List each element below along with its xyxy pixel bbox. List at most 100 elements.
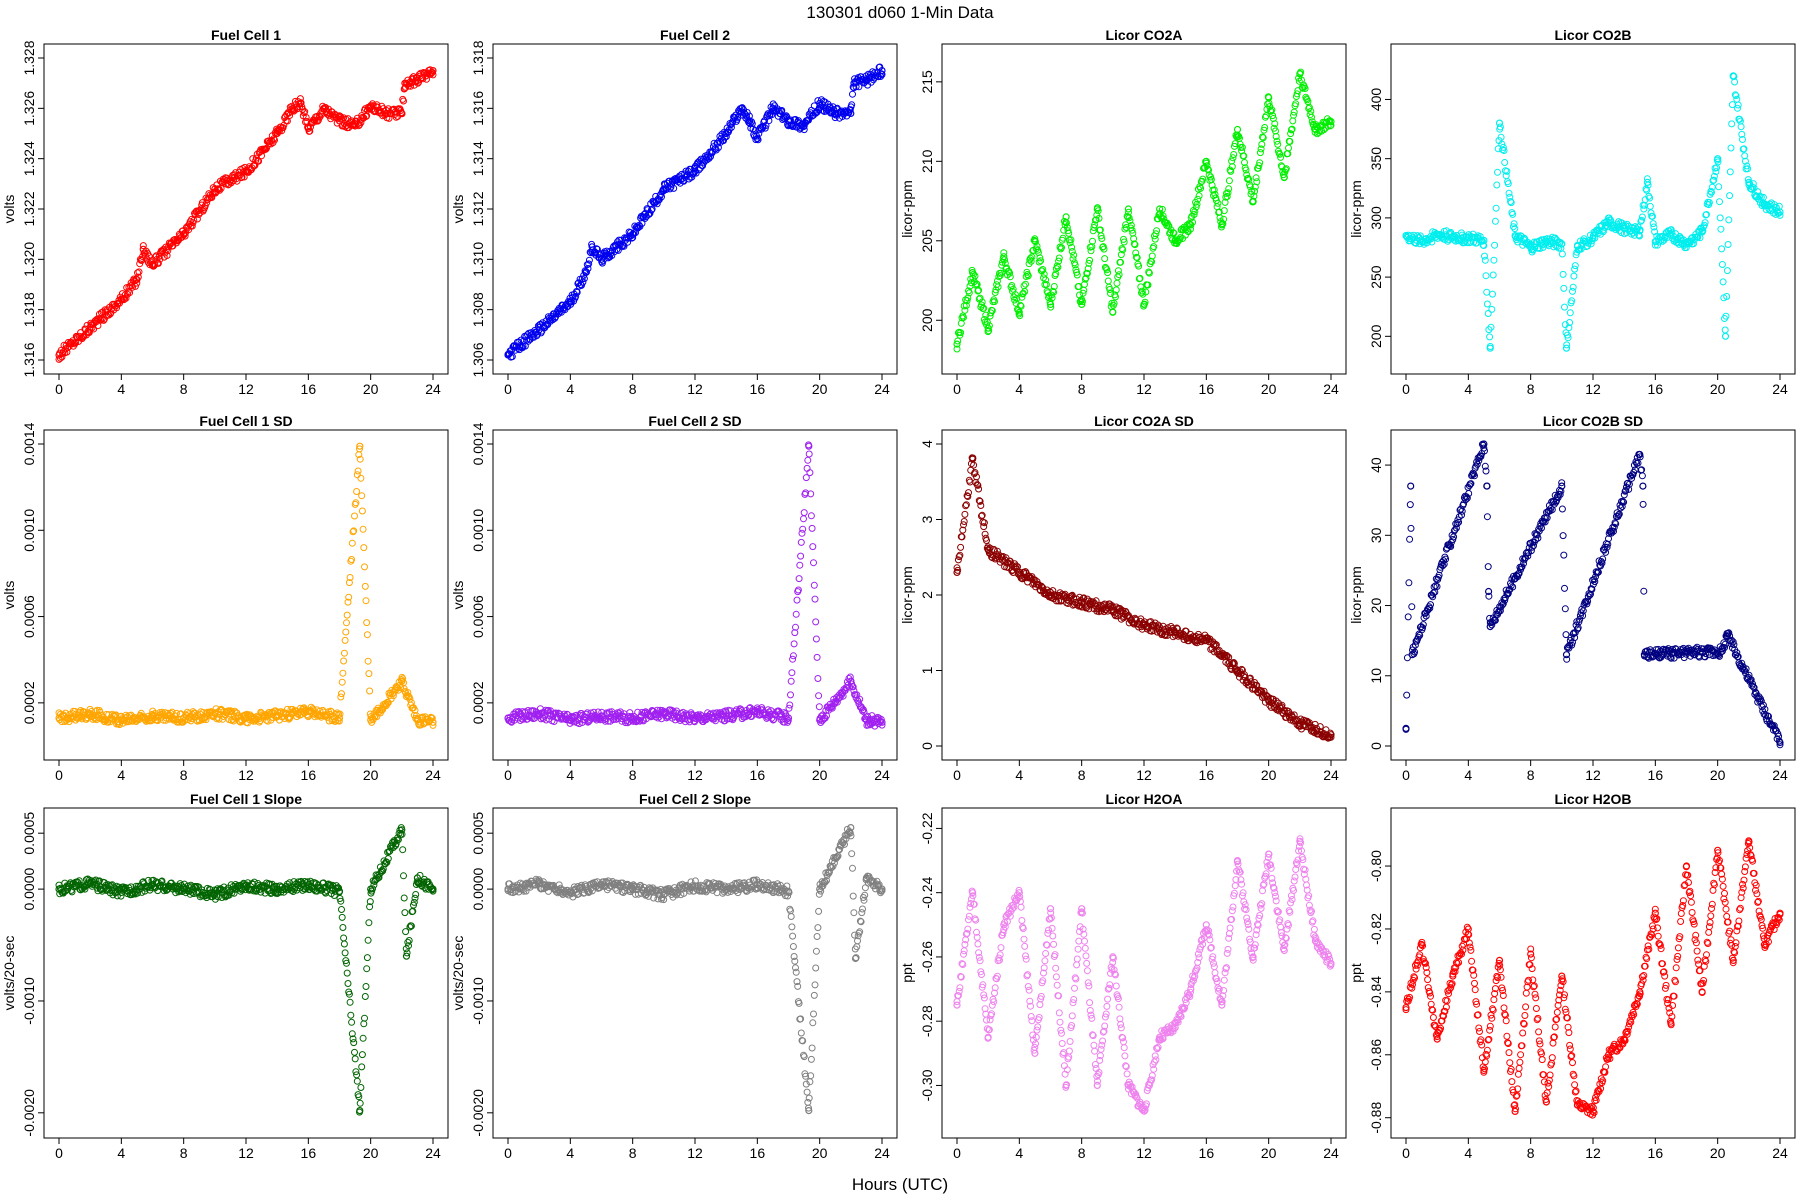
x-tick-label: 20 [1261, 381, 1277, 397]
data-point [1104, 277, 1112, 285]
data-point [1006, 269, 1014, 277]
x-tick-label: 0 [953, 767, 961, 783]
data-point-anchor [847, 109, 855, 118]
data-point [1717, 225, 1725, 233]
data-point [1724, 241, 1732, 248]
data-point [743, 109, 751, 116]
y-tick-label: 0.0005 [21, 812, 37, 855]
y-tick-label: 400 [1368, 88, 1384, 112]
data-point-anchor [862, 77, 871, 85]
data-point [1726, 168, 1734, 176]
x-tick-label: 8 [180, 1145, 188, 1161]
data-point [758, 125, 766, 133]
data-point [768, 111, 776, 119]
data-point [978, 298, 986, 306]
data-point [341, 949, 349, 957]
data-point [1224, 189, 1232, 197]
data-point [877, 70, 885, 78]
data-point [648, 205, 656, 213]
data-point [1193, 200, 1201, 208]
data-point [353, 488, 361, 495]
panel-6: Fuel Cell 2 SD0 4 8 12 16 20 240.00020.00060.0… [450, 413, 898, 783]
data-point [1182, 226, 1190, 234]
data-point [1021, 288, 1029, 295]
data-point [294, 105, 301, 113]
data-point [790, 640, 798, 648]
data-point-anchor [1639, 482, 1647, 490]
data-point [364, 657, 372, 665]
y-tick-label: 1.316 [470, 91, 486, 126]
x-tick-label: 16 [750, 767, 766, 783]
data-point [1481, 256, 1489, 264]
x-tick-label: 20 [1261, 767, 1277, 783]
y-axis-label: volts [1, 581, 17, 610]
data-point [1108, 299, 1116, 307]
x-tick-label: 12 [1585, 767, 1601, 783]
data-point-anchor [139, 245, 147, 253]
data-point [1059, 234, 1067, 242]
data-point [1132, 249, 1140, 257]
data-point-anchor [296, 99, 305, 107]
data-point [1190, 211, 1198, 218]
data-point-anchor [831, 109, 839, 118]
data-point [1136, 274, 1144, 282]
x-tick-label: 12 [1136, 381, 1152, 397]
scatter-points [953, 454, 1335, 742]
data-point [363, 619, 371, 627]
data-point [1011, 291, 1019, 299]
x-tick-label: 24 [1323, 381, 1339, 397]
y-tick-label: 4 [919, 440, 935, 448]
data-point [1101, 255, 1109, 263]
data-point [876, 63, 884, 71]
y-axis-label: licor-ppm [1348, 180, 1364, 238]
y-tick-label: 210 [919, 149, 935, 173]
data-point [797, 538, 805, 546]
data-point [1195, 192, 1203, 200]
data-point [1027, 257, 1035, 265]
x-tick-label: 4 [117, 381, 125, 397]
data-point [658, 193, 665, 201]
data-point [1000, 249, 1008, 257]
data-point [429, 71, 437, 79]
data-point [163, 252, 171, 259]
data-point [1561, 605, 1569, 613]
data-point [1718, 261, 1726, 268]
data-point [1088, 243, 1096, 251]
data-point [741, 110, 749, 118]
data-point [645, 210, 653, 218]
data-point [1406, 501, 1414, 509]
data-point [184, 222, 192, 230]
data-point [1715, 183, 1723, 191]
data-point [1067, 236, 1075, 244]
data-point [640, 213, 647, 221]
data-point [1285, 144, 1292, 152]
x-tick-label: 4 [1464, 381, 1472, 397]
data-point-anchor [401, 79, 409, 87]
data-point [1114, 267, 1122, 275]
x-tick-label: 0 [55, 1145, 63, 1161]
data-point-anchor [413, 77, 421, 85]
data-point-anchor [320, 104, 328, 112]
y-tick-label: 20 [1368, 598, 1384, 614]
data-point [1486, 333, 1494, 341]
plot-frame [492, 43, 898, 375]
data-point [1006, 273, 1014, 281]
data-point [134, 269, 141, 277]
data-point [787, 691, 794, 699]
data-point [1489, 271, 1497, 279]
data-point [1559, 270, 1567, 278]
data-point [1491, 217, 1499, 225]
data-point [1225, 177, 1233, 185]
data-point [1726, 192, 1734, 200]
x-tick-label: 16 [1199, 381, 1215, 397]
data-point [1489, 290, 1496, 298]
x-tick-label: 20 [1710, 381, 1726, 397]
data-point [97, 316, 105, 324]
data-point-anchor [878, 66, 886, 75]
panel-title: Fuel Cell 2 SD [648, 413, 741, 429]
scatter-points [1402, 440, 1784, 749]
x-tick-label: 0 [953, 381, 961, 397]
data-point [1049, 287, 1057, 295]
data-point [815, 703, 823, 711]
data-point [1151, 235, 1159, 243]
